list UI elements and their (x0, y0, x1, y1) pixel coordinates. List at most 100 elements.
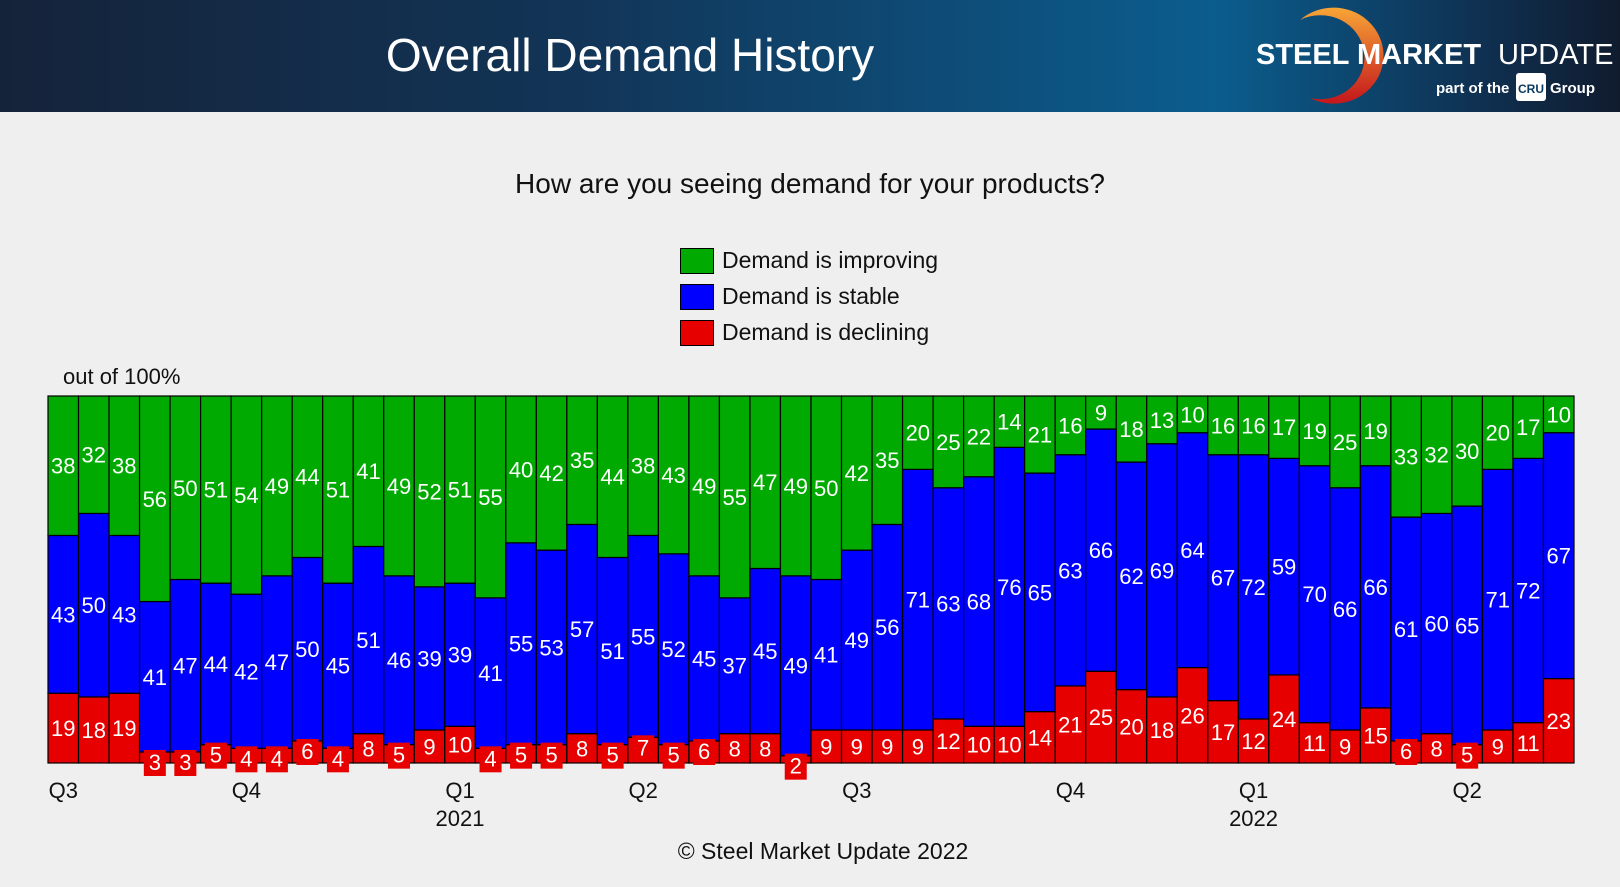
bar-segment-stable (657, 553, 690, 746)
bar-segment-declining (1115, 688, 1148, 764)
data-label-stable: 57 (570, 617, 594, 642)
data-label-declining: 11 (1303, 731, 1326, 756)
bar-segment-stable (1024, 472, 1056, 713)
data-label-improving: 16 (1058, 413, 1082, 438)
data-label-declining: 3 (149, 750, 161, 775)
data-label-stable: 53 (539, 635, 563, 660)
data-label-declining: 17 (1211, 720, 1235, 745)
data-label-improving: 49 (265, 474, 289, 499)
bar-segment-improving (688, 395, 721, 577)
bar-segment-stable (596, 556, 629, 746)
bar-segment-declining (566, 733, 598, 764)
bar-segment-improving (1329, 395, 1361, 489)
data-label-background (235, 746, 258, 773)
bar-segment-improving (505, 395, 537, 544)
bar-segment-stable (1085, 428, 1117, 672)
data-label-improving: 17 (1516, 415, 1540, 440)
data-label-improving: 51 (326, 478, 350, 503)
bar-segment-improving (1115, 395, 1148, 463)
bar-segment-stable (1359, 465, 1392, 709)
data-label-stable: 37 (722, 654, 746, 679)
data-label-declining: 9 (851, 734, 863, 759)
data-label-improving: 51 (204, 478, 228, 503)
data-label-improving: 35 (570, 448, 594, 473)
data-label-declining: 4 (271, 746, 283, 771)
bar-segment-stable (1237, 454, 1270, 720)
data-label-improving: 13 (1150, 408, 1174, 433)
bar-segment-improving (1512, 395, 1545, 459)
logo-brand-light: UPDATE (1498, 39, 1613, 71)
data-label-improving: 42 (539, 461, 563, 486)
data-label-background (387, 742, 410, 769)
x-tick-label-quarter: Q4 (232, 778, 261, 803)
bar-segment-stable (108, 534, 141, 694)
data-label-declining: 6 (698, 739, 710, 764)
data-label-improving: 38 (631, 454, 655, 479)
legend-item-stable: Demand is stable (680, 283, 900, 310)
data-label-declining: 5 (668, 743, 680, 768)
data-label-stable: 72 (1241, 575, 1265, 600)
data-label-background (479, 746, 502, 773)
bar-segment-declining (1207, 700, 1239, 764)
copyright: © Steel Market Update 2022 (677, 838, 969, 864)
data-label-declining: 8 (729, 736, 741, 761)
bar-segment-improving (718, 395, 751, 599)
data-label-declining: 5 (515, 743, 527, 768)
x-tick-label-quarter: Q4 (1056, 778, 1085, 803)
data-label-stable: 59 (1272, 555, 1296, 580)
bar-segment-improving (749, 395, 782, 570)
data-label-declining: 4 (240, 746, 252, 771)
data-label-improving: 38 (112, 454, 136, 479)
bar-segment-stable (749, 567, 782, 735)
data-label-declining: 5 (393, 743, 405, 768)
data-label-declining: 9 (820, 734, 832, 759)
data-label-background (601, 742, 624, 769)
data-label-improving: 16 (1241, 413, 1265, 438)
x-tick-label-quarter: Q3 (49, 778, 78, 803)
data-label-background (784, 753, 807, 780)
data-label-background (662, 742, 685, 769)
x-tick-label-year: 2022 (1229, 806, 1278, 831)
data-label-declining: 11 (1517, 731, 1540, 756)
bar-segment-stable (1298, 465, 1331, 724)
bar-segment-improving (138, 395, 171, 603)
data-label-declining: 6 (301, 739, 313, 764)
data-label-declining: 4 (332, 746, 344, 771)
legend-label: Demand is declining (722, 319, 930, 345)
data-label-improving: 43 (661, 463, 685, 488)
data-label-improving: 10 (1546, 402, 1570, 427)
y-axis-label: out of 100% (63, 364, 181, 389)
data-label-improving: 21 (1028, 423, 1052, 448)
data-label-stable: 47 (173, 654, 197, 679)
bar-segment-stable (718, 597, 751, 735)
bar-segment-improving (169, 395, 202, 581)
bar-segment-improving (962, 395, 995, 478)
bar-segment-improving (1542, 395, 1575, 434)
page-title: Overall Demand History (385, 29, 875, 81)
x-tick-label-quarter: Q1 (445, 778, 474, 803)
data-label-improving: 41 (356, 459, 380, 484)
data-label-stable: 49 (783, 654, 807, 679)
bar-segment-improving (230, 395, 263, 595)
data-label-improving: 55 (478, 485, 502, 510)
data-label-improving: 20 (1485, 421, 1509, 446)
data-label-background (1395, 738, 1418, 765)
data-label-improving: 50 (173, 476, 197, 501)
bar-segment-declining (1298, 722, 1331, 764)
bar-segment-improving (261, 395, 293, 577)
bar-segment-stable (566, 523, 598, 735)
data-label-declining: 15 (1363, 723, 1387, 748)
bar-segment-improving (993, 395, 1026, 448)
bar-segment-improving (566, 395, 598, 526)
bar-segment-declining (1085, 670, 1117, 764)
data-label-stable: 62 (1119, 564, 1143, 589)
data-label-declining: 5 (210, 743, 222, 768)
data-label-improving: 54 (234, 483, 258, 508)
bar-segment-stable (230, 593, 263, 749)
bar-segment-stable (1115, 461, 1148, 691)
bar-segment-declining (993, 725, 1026, 764)
legend-item-declining: Demand is declining (680, 319, 929, 346)
data-label-stable: 42 (234, 659, 258, 684)
data-label-stable: 67 (1546, 544, 1570, 569)
data-label-stable: 56 (875, 615, 899, 640)
